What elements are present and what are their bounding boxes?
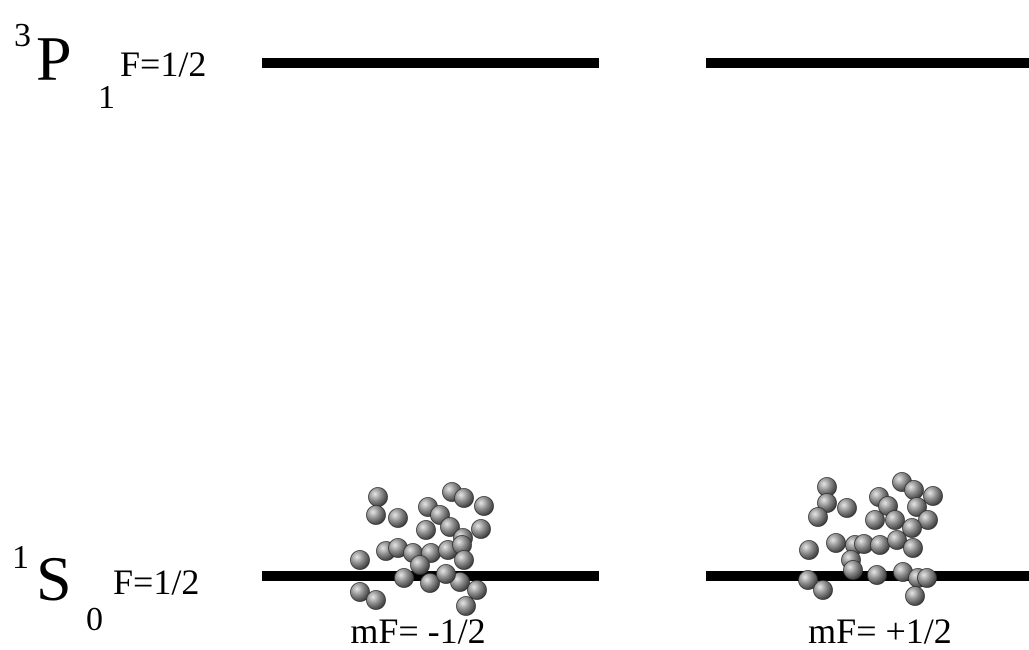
atom [410,555,430,575]
term-superscript: 1 [12,539,29,576]
atom [903,538,923,558]
atom [350,550,370,570]
atom [907,497,927,517]
atom [923,486,943,506]
term-subscript: 0 [86,601,103,638]
atom [843,560,863,580]
atom [456,596,476,616]
atom [905,586,925,606]
atom [887,530,907,550]
atom [394,568,414,588]
atom [388,508,408,528]
term-letter: S [36,543,72,614]
atom [813,580,833,600]
atom [420,573,440,593]
atom [366,505,386,525]
atoms [350,472,943,616]
atom [350,582,370,602]
atom [918,510,938,530]
atom [808,507,828,527]
atom [817,493,837,513]
atom [917,568,937,588]
term-letter: P [36,23,72,94]
atom [865,510,885,530]
atom [368,487,388,507]
atom [798,570,818,590]
atom [436,564,456,584]
f-label: F=1/2 [113,562,199,602]
atom [799,540,819,560]
atom [885,510,905,530]
atom [867,565,887,585]
atom [471,519,491,539]
atom [467,580,487,600]
atom [454,488,474,508]
atom [416,520,436,540]
atom [837,498,857,518]
atom [366,590,386,610]
atom [826,533,846,553]
sublevel-label: mF= -1/2 [350,611,485,650]
atom [474,496,494,516]
term-subscript: 1 [98,79,115,116]
atom [870,535,890,555]
sublevel-label: mF= +1/2 [808,611,952,650]
atom [902,518,922,538]
term-superscript: 3 [14,17,31,54]
f-label: F=1/2 [120,44,206,84]
atom [440,517,460,537]
atom [904,480,924,500]
atom [454,550,474,570]
